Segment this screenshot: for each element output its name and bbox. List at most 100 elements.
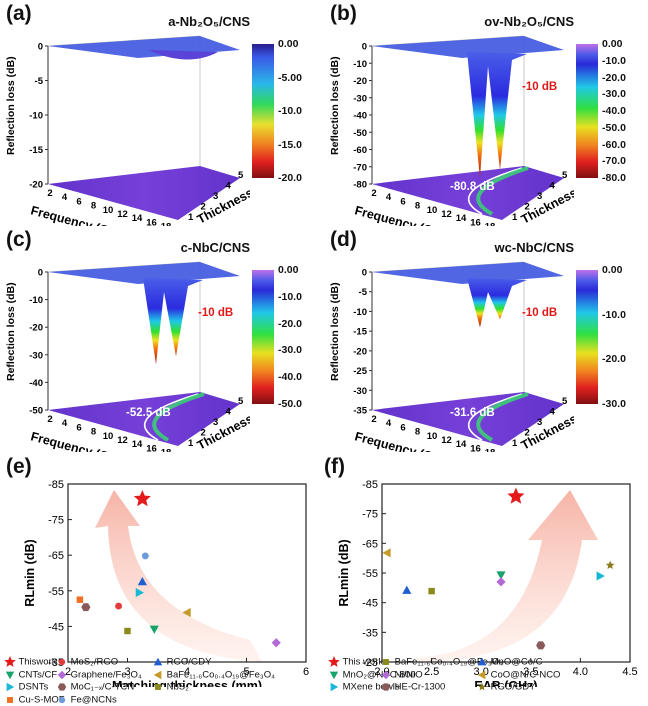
colorbar-tick-label: -20.0	[278, 172, 302, 184]
y-tick-label: -45	[362, 598, 378, 610]
legend-item: DSNTs	[4, 681, 48, 693]
legend-marker	[330, 682, 339, 692]
data-point	[81, 603, 91, 612]
ten-db-annotation: -10 dB	[522, 307, 557, 319]
min-rl-annotation: -31.6 dB	[450, 407, 495, 419]
data-point	[496, 571, 506, 580]
legend-item: MXene bowls	[328, 681, 400, 693]
x-tick-label: 4.5	[622, 666, 637, 678]
data-point	[124, 627, 131, 635]
y-tick-label: -25	[362, 657, 378, 669]
colorbar-tick-label: -40.0	[278, 371, 302, 384]
data-point	[271, 638, 281, 648]
legend-marker	[4, 656, 16, 667]
x-tick-label: 14	[456, 213, 467, 224]
y-tick-label: 2	[201, 202, 206, 213]
legend-marker	[7, 696, 13, 703]
legend-label: MnO₂@NPC-800	[340, 669, 416, 681]
x-tick-label: 10	[103, 431, 114, 442]
y-tick-label: -75	[362, 509, 378, 521]
legend-item: MoS₂/RGO	[56, 656, 118, 668]
z-tick-label: 0	[38, 42, 43, 53]
z-tick-label: -25	[353, 366, 367, 377]
y-tick-label: -75	[48, 515, 64, 527]
x-tick-label: 18	[161, 448, 172, 452]
legend-marker	[383, 659, 389, 665]
x-tick-label: 8	[91, 427, 96, 438]
legend-item: NbS₂	[152, 681, 189, 693]
trend-arrow	[95, 490, 262, 662]
data-point	[115, 602, 123, 610]
colorbar-tick-label: 0.00	[278, 38, 299, 50]
surface-plot: 0 -5 -10 -15 -20 -25 -30 -35 Reflection loss (dB…	[329, 261, 574, 452]
x-tick-label: 10	[103, 205, 114, 216]
legend-item: RGO/GDY	[476, 681, 536, 693]
colorbar-tick-label: -10.0	[602, 308, 626, 321]
x-tick-label: 16	[146, 443, 157, 452]
data-point	[428, 587, 435, 595]
legend-label: DSNTs	[16, 681, 49, 693]
legend-label: Graphene/Fe₃O₄	[68, 669, 142, 681]
z-tick-label: -50	[353, 128, 367, 139]
legend-label: CoO@N/C-NCO	[488, 669, 561, 681]
y-tick-label: -65	[48, 550, 64, 562]
x-tick-label: 6	[303, 666, 309, 678]
legend-item: Fe@NCNs	[56, 694, 117, 706]
panel-label-e: (e)	[6, 455, 32, 478]
data-point	[133, 489, 151, 507]
x-tick-label: 6	[76, 196, 81, 207]
y-tick-label: -45	[48, 621, 64, 633]
data-point	[137, 576, 147, 586]
x-tick-label: 18	[161, 222, 172, 226]
x-tick-label: 16	[470, 217, 481, 226]
y-tick-label: 2	[525, 202, 530, 213]
legend-marker	[478, 682, 486, 691]
z-tick-label: -60	[353, 145, 367, 156]
surface-plot: 0 -10 -20 -30 -40 -50 -60 -70 -80 Reflection loss…	[329, 35, 574, 226]
panel-3d-d: (d) wc-NbC/CNS 0 -5 -10 -15 -20 -25 -30 -35 Reflec…	[324, 226, 648, 452]
y-axis-label: RLmin (dB)	[337, 539, 351, 606]
legend-marker	[58, 658, 66, 666]
legend-marker	[329, 671, 339, 679]
colorbar-tick-label: -20.0	[278, 317, 302, 330]
z-tick-label: -15	[29, 145, 43, 156]
y-tick-label: -55	[362, 568, 378, 580]
panel-3d-c: (c) c-NbC/CNS 0 -10 -20 -30 -40 -50 Reflection l…	[0, 226, 324, 452]
x-tick-label: 4	[62, 418, 68, 429]
y-tick-label: 2	[525, 428, 530, 439]
x-axis-label: EAB (GHz)	[474, 679, 537, 687]
x-tick-label: 10	[427, 205, 438, 216]
colorbar-tick-label: -80.0	[602, 172, 626, 184]
legend-marker	[6, 682, 15, 692]
legend-marker	[57, 670, 67, 679]
x-tick-label: 6	[76, 422, 81, 433]
data-point	[141, 552, 149, 560]
x-tick-label: 4	[184, 666, 190, 678]
x-tick-label: 16	[470, 443, 481, 452]
z-tick-label: -30	[29, 350, 43, 361]
z-tick-label: -15	[353, 327, 367, 338]
panel-label-f: (f)	[324, 455, 345, 478]
data-point	[536, 641, 546, 650]
legend-marker	[153, 657, 163, 666]
y-tick-label: 3	[537, 417, 542, 428]
colorbar	[252, 44, 274, 178]
y-axis-label: RLmin (dB)	[23, 539, 37, 606]
colorbar-tick-label: -15.0	[278, 138, 302, 151]
z-tick-label: -70	[353, 162, 367, 173]
colorbar-tick-label: -40.0	[602, 105, 626, 117]
legend-marker	[57, 683, 67, 691]
data-point	[507, 487, 525, 504]
x-tick-label: 3.5	[523, 666, 538, 678]
legend-label: BaFe₁₁.₆Co₀.₄O₁₉@Fe₃O₄	[392, 656, 504, 668]
legend-item: This work	[328, 656, 383, 668]
x-tick-label: 12	[441, 435, 452, 446]
legend-label: MoC₁₋ₓ/C-TCN	[68, 681, 135, 693]
z-tick-label: -20	[29, 323, 43, 334]
z-axis-label: Reflection loss (dB)	[5, 56, 17, 155]
y-tick-label: 5	[562, 170, 568, 181]
y-tick-label: -55	[48, 586, 64, 598]
z-tick-label: -40	[353, 111, 367, 122]
colorbar-tick-label: -10.0	[278, 105, 302, 117]
